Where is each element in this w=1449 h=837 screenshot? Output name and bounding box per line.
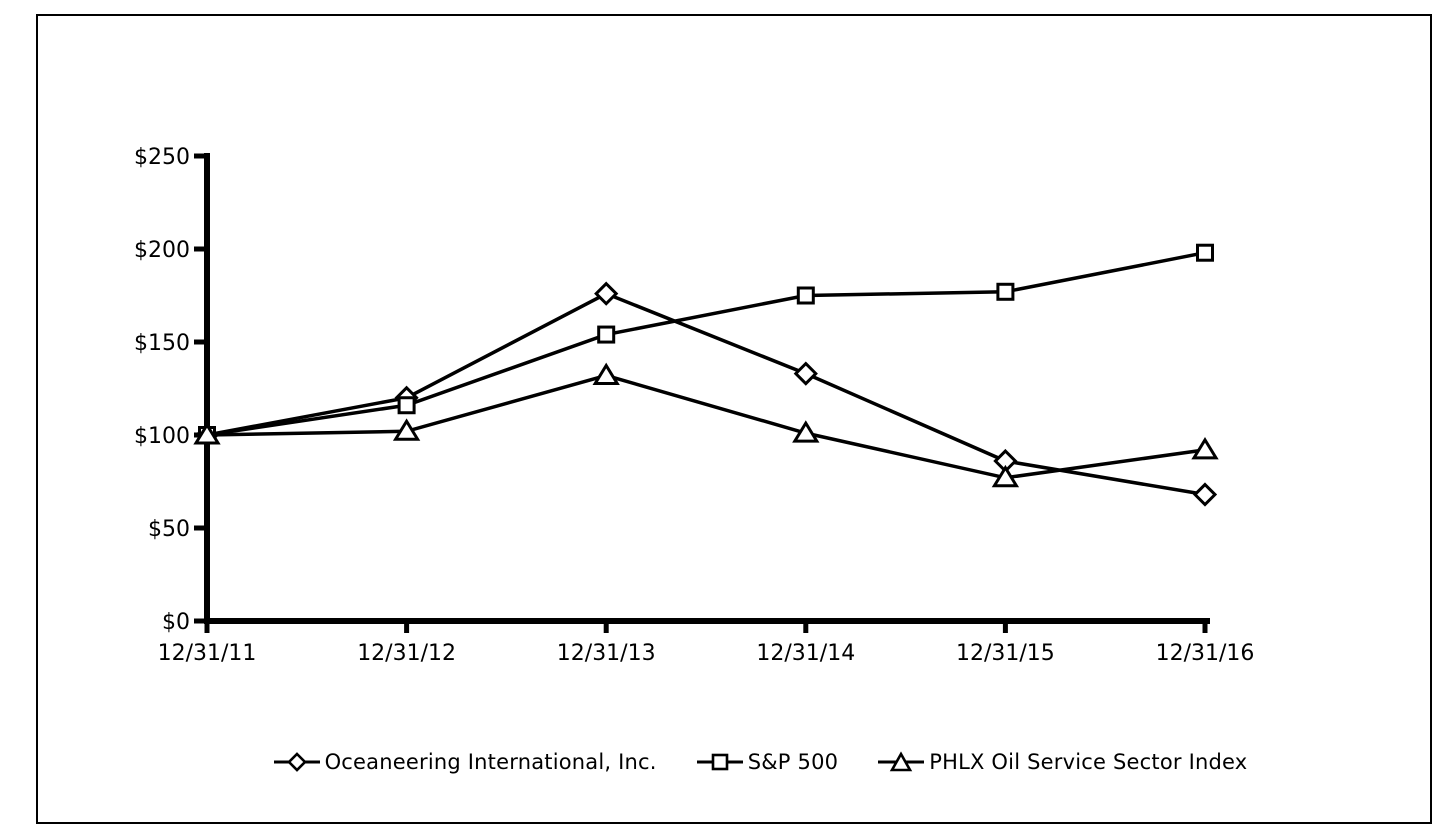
series-line-oceaneering-international-inc (206, 291, 1206, 497)
triangle-marker (392, 418, 421, 441)
x-tick-label: 12/31/15 (956, 641, 1055, 666)
x-tick-label: 12/31/13 (557, 641, 656, 666)
legend-item-sp500: S&P 500 (695, 750, 839, 774)
square-marker-icon (696, 753, 743, 771)
legend-item-phlx: PHLX Oil Service Sector Index (876, 750, 1247, 774)
y-tick-label: $150 (134, 331, 190, 356)
diamond-marker (793, 361, 818, 386)
y-tick-label: $0 (162, 610, 190, 635)
x-tick-label: 12/31/12 (357, 641, 456, 666)
x-tick-label: 12/31/14 (756, 641, 855, 666)
diamond-marker-icon (273, 752, 320, 772)
triangle-marker (792, 420, 820, 443)
x-tick-label: 12/31/11 (158, 641, 257, 666)
y-tick-label: $50 (148, 517, 190, 542)
triangle-marker (193, 422, 221, 445)
square-marker (597, 325, 616, 344)
square-marker (1196, 243, 1214, 262)
x-tick-label: 12/31/16 (1156, 641, 1255, 666)
y-tick-label: $250 (134, 145, 190, 170)
y-tick-label: $200 (134, 238, 190, 263)
triangle-marker-icon (878, 751, 925, 772)
triangle-marker (1191, 437, 1219, 460)
triangle-marker (991, 464, 1020, 488)
legend-label-sp500: S&P 500 (747, 750, 839, 774)
square-marker (796, 286, 815, 305)
legend-label-oceaneering: Oceaneering International, Inc. (324, 750, 657, 774)
legend-label-phlx: PHLX Oil Service Sector Index (929, 750, 1248, 774)
diamond-marker (1192, 482, 1218, 507)
square-marker (996, 282, 1015, 301)
series-line-s-p-500 (206, 251, 1206, 437)
chart-legend: Oceaneering International, Inc. S&P 500 … (0, 750, 1449, 774)
triangle-marker (592, 362, 620, 385)
square-marker (397, 396, 416, 415)
chart-border (36, 14, 1432, 824)
series-line-phlx-oil-service-sector-index (206, 373, 1206, 480)
legend-item-oceaneering: Oceaneering International, Inc. (272, 750, 657, 774)
y-tick-label: $100 (134, 424, 190, 449)
diamond-marker (594, 281, 619, 306)
